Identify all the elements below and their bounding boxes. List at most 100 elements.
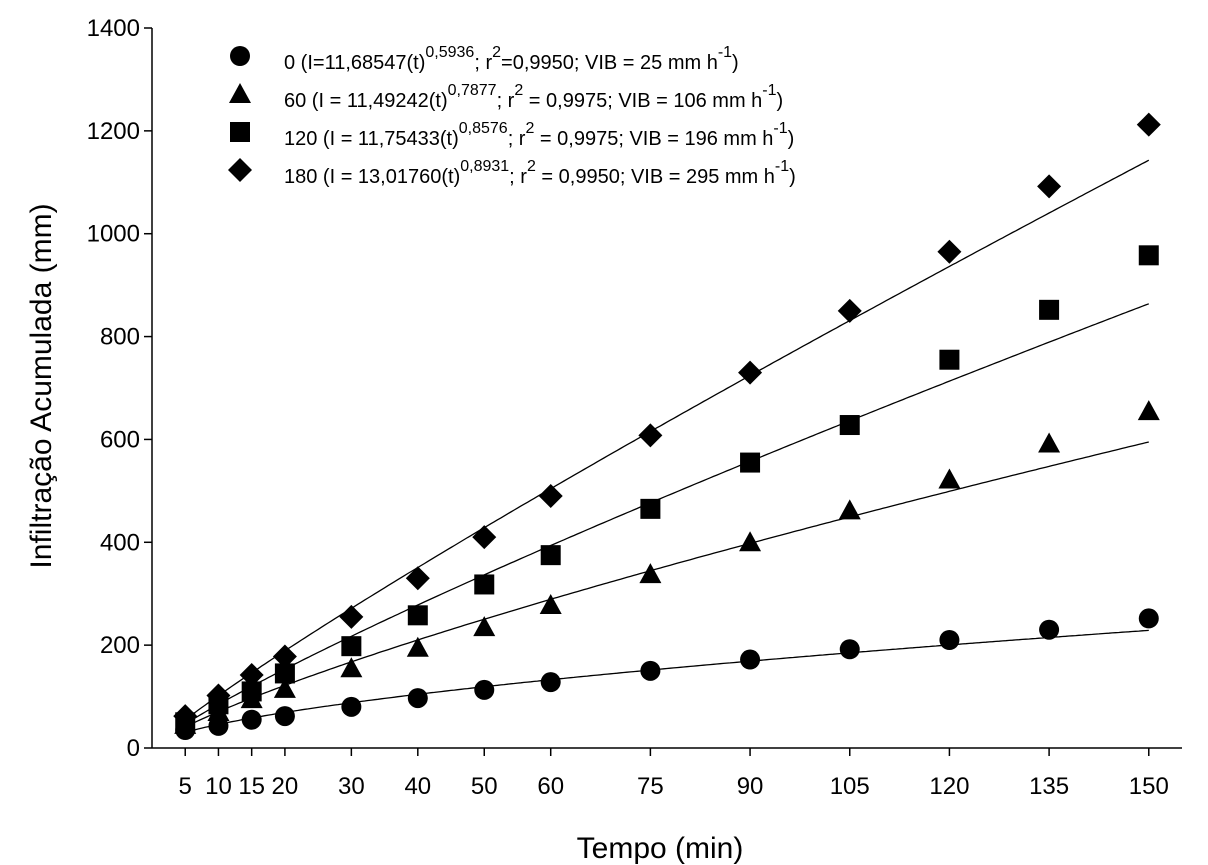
legend-label: 120 (I = 11,75433(t)0,8576; r2 = 0,9975;…	[284, 120, 794, 150]
data-point-circle	[1138, 608, 1159, 629]
legend-superscript: -1	[718, 44, 732, 61]
data-point-square	[241, 681, 262, 702]
legend-superscript: 0,7877	[448, 82, 497, 99]
data-point-circle	[1039, 619, 1060, 640]
data-point-triangle	[1137, 400, 1160, 421]
data-point-circle	[939, 630, 960, 650]
axes: 0 200 400 600 800 1000 1200 1400 5 10 15 20 30 40 50 60…	[87, 15, 1182, 800]
data-point-circle	[407, 688, 428, 709]
data-point-circle	[540, 672, 561, 693]
data-point-triangle	[539, 594, 562, 615]
data-point-square	[839, 415, 860, 436]
data-point-circle	[740, 649, 761, 670]
data-point-triangle	[838, 499, 861, 520]
data-point-square	[274, 663, 295, 684]
fit-lines	[184, 159, 1150, 734]
legend-text-part: 60 (I = 11,49242(t)	[284, 90, 448, 112]
data-point-square	[740, 452, 761, 473]
data-point-circle	[241, 709, 262, 730]
y-tick-label: 0	[127, 735, 140, 762]
x-tick-label: 15	[238, 773, 265, 800]
data-point-diamond	[738, 360, 763, 385]
legend-text-part: = 0,9975; VIB = 106 mm h	[523, 90, 762, 112]
series-60	[174, 400, 1160, 734]
x-tick-label: 60	[537, 773, 564, 800]
data-point-circle	[839, 639, 860, 660]
data-point-triangle	[473, 616, 496, 637]
legend-superscript: 0,8576	[459, 120, 508, 137]
y-tick-label: 400	[100, 529, 140, 556]
legend-marker-diamond	[228, 158, 252, 182]
legend-text-part: 180 (I = 13,01760(t)	[284, 166, 460, 188]
data-point-diamond	[272, 644, 297, 669]
legend-marker-circle	[230, 46, 250, 66]
data-point-triangle	[1038, 432, 1061, 453]
legend-item-60: 60 (I = 11,49242(t)0,7877; r2 = 0,9975; …	[229, 82, 783, 112]
series-120	[175, 245, 1159, 733]
data-point-diamond	[538, 484, 563, 508]
data-point-circle	[640, 660, 661, 681]
y-tick-label: 600	[100, 426, 140, 453]
legend-superscript: 2	[525, 120, 534, 137]
data-point-diamond	[206, 683, 231, 708]
fit-line-120	[184, 303, 1150, 725]
legend-text-part: )	[732, 52, 739, 74]
data-point-square	[540, 545, 561, 566]
data-point-square	[1138, 245, 1159, 266]
data-point-diamond	[1136, 112, 1161, 137]
legend-superscript: 0,8931	[460, 158, 509, 175]
legend-superscript: 2	[492, 44, 501, 61]
data-point-square	[341, 636, 362, 657]
data-point-triangle	[406, 636, 429, 657]
legend-text-part: 120 (I = 11,75433(t)	[284, 128, 459, 150]
x-tick-label: 30	[338, 773, 365, 800]
x-tick-label: 150	[1129, 773, 1169, 800]
y-axis-title: Infiltração Acumulada (mm)	[25, 203, 58, 568]
data-point-triangle	[639, 563, 662, 584]
data-point-diamond	[339, 604, 364, 629]
x-tick-label: 40	[404, 773, 431, 800]
data-point-diamond	[405, 566, 430, 591]
data-point-triangle	[273, 677, 296, 698]
x-tick-label: 105	[830, 773, 870, 800]
data-point-diamond	[1037, 174, 1062, 199]
data-point-diamond	[173, 704, 198, 729]
legend-superscript: -1	[775, 158, 789, 175]
legend-text-part: ; r	[474, 52, 492, 74]
x-tick-label: 50	[471, 773, 498, 800]
legend-label: 0 (I=11,68547(t)0,5936; r2=0,9950; VIB =…	[284, 44, 739, 74]
legend-label: 180 (I = 13,01760(t)0,8931; r2 = 0,9950;…	[284, 158, 796, 188]
data-point-diamond	[638, 423, 663, 448]
data-point-diamond	[937, 239, 962, 264]
x-tick-label: 135	[1029, 773, 1069, 800]
legend: 0 (I=11,68547(t)0,5936; r2=0,9950; VIB =…	[228, 44, 796, 188]
series-0	[175, 608, 1159, 740]
legend-text-part: = 0,9950; VIB = 295 mm h	[536, 166, 775, 188]
x-axis-title: Tempo (min)	[577, 832, 744, 865]
legend-superscript: 2	[514, 82, 523, 99]
legend-text-part: =0,9950; VIB = 25 mm h	[501, 52, 718, 74]
legend-text-part: ; r	[508, 128, 526, 150]
legend-text-part: )	[788, 128, 795, 150]
legend-item-120: 120 (I = 11,75433(t)0,8576; r2 = 0,9975;…	[230, 120, 794, 150]
data-point-circle	[341, 696, 362, 717]
x-tick-label: 75	[637, 773, 664, 800]
data-point-diamond	[837, 298, 862, 323]
data-point-diamond	[239, 662, 264, 687]
legend-text-part: 0 (I=11,68547(t)	[284, 52, 425, 74]
legend-marker-square	[230, 122, 250, 142]
data-point-circle	[474, 679, 495, 700]
x-tick-label: 5	[179, 773, 192, 800]
legend-item-0: 0 (I=11,68547(t)0,5936; r2=0,9950; VIB =…	[230, 44, 739, 74]
data-point-square	[939, 349, 960, 370]
y-tick-label: 1200	[87, 118, 140, 145]
x-tick-label: 10	[205, 773, 232, 800]
legend-text-part: ; r	[509, 166, 527, 188]
y-tick-label: 1400	[87, 15, 140, 42]
y-tick-label: 800	[100, 324, 140, 351]
y-tick-label: 200	[100, 632, 140, 659]
data-point-square	[407, 605, 428, 626]
legend-superscript: 0,5936	[425, 44, 474, 61]
legend-text-part: )	[789, 166, 796, 188]
